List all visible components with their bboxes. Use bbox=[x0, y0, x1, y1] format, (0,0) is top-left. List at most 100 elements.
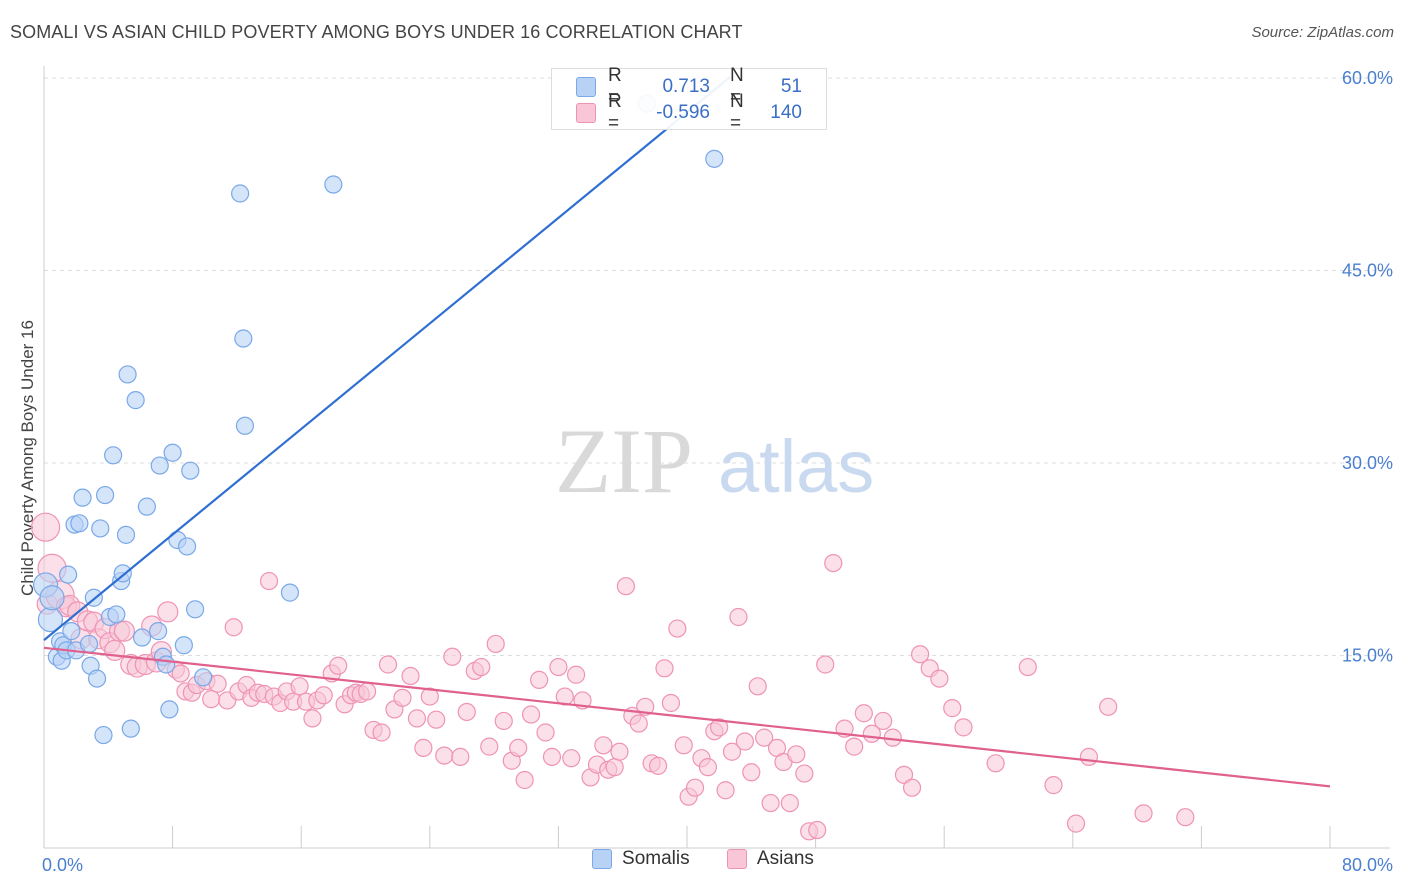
asian-trend-line bbox=[43, 646, 1331, 788]
asian-point bbox=[521, 705, 541, 724]
somali-point bbox=[132, 628, 152, 647]
somali-point bbox=[150, 456, 169, 475]
somalis-swatch bbox=[576, 77, 596, 97]
asian-point bbox=[780, 793, 799, 813]
asian-point bbox=[787, 745, 806, 764]
asian-point bbox=[761, 793, 780, 813]
asian-point bbox=[414, 738, 433, 758]
asian-point bbox=[486, 634, 505, 654]
asian-point bbox=[562, 749, 581, 768]
somali-point bbox=[163, 443, 182, 462]
asian-point bbox=[224, 618, 243, 637]
somali-point bbox=[235, 416, 255, 435]
y-tick-label: 45.0% bbox=[1342, 261, 1393, 281]
asian-point bbox=[378, 655, 398, 674]
somali-point bbox=[280, 583, 300, 602]
somali-point bbox=[91, 519, 110, 538]
somalis-r-label: R = bbox=[608, 65, 622, 108]
somalis-n-label: N = bbox=[730, 65, 744, 108]
asian-point bbox=[1079, 747, 1098, 766]
asian-point bbox=[930, 669, 949, 688]
asian-point bbox=[1176, 808, 1195, 827]
somali-point bbox=[70, 514, 89, 533]
asian-point bbox=[171, 664, 190, 683]
somali-point bbox=[79, 634, 99, 654]
asians-r-label: R = bbox=[608, 91, 622, 134]
asian-point bbox=[894, 765, 914, 784]
somali-point bbox=[174, 636, 193, 655]
asian-point bbox=[795, 764, 814, 783]
asian-point bbox=[393, 688, 412, 707]
asian-point bbox=[536, 723, 555, 742]
asian-point bbox=[729, 607, 748, 627]
somali-point bbox=[157, 655, 176, 674]
asian-point bbox=[816, 655, 835, 674]
asian-point bbox=[157, 601, 179, 623]
somali-point bbox=[160, 700, 179, 719]
somali-point bbox=[705, 149, 724, 168]
somalis-r-value: 0.713 bbox=[662, 76, 710, 97]
asian-point bbox=[1018, 657, 1037, 677]
asian-point bbox=[555, 687, 574, 706]
somali-point bbox=[118, 365, 137, 384]
asian-point bbox=[629, 714, 648, 733]
correlation-legend: R = 0.713 N = 51 R = -0.596 N = 140 bbox=[551, 65, 827, 134]
asian-point bbox=[845, 737, 864, 756]
asian-point bbox=[748, 677, 767, 696]
somali-point bbox=[181, 461, 200, 480]
watermark-atlas: atlas bbox=[718, 425, 874, 508]
asian-point bbox=[457, 702, 476, 722]
somali-point bbox=[87, 669, 107, 688]
asian-point bbox=[259, 571, 279, 591]
asian-point bbox=[1044, 776, 1063, 795]
asian-point bbox=[329, 656, 348, 675]
asian-point bbox=[549, 657, 568, 677]
asian-point bbox=[698, 758, 717, 777]
somali-point bbox=[137, 497, 156, 516]
y-tick-label: 60.0% bbox=[1342, 68, 1393, 88]
asian-point bbox=[661, 693, 681, 713]
asian-point bbox=[594, 736, 613, 755]
asians-n-label: N = bbox=[730, 91, 744, 134]
asian-point bbox=[358, 682, 377, 701]
x-tick-label: 80.0% bbox=[1342, 855, 1393, 875]
asian-point bbox=[542, 747, 562, 766]
asian-point bbox=[986, 754, 1005, 773]
asian-point bbox=[314, 686, 333, 705]
asian-point bbox=[1134, 804, 1153, 823]
somalis-legend-label: Somalis bbox=[622, 848, 690, 869]
somali-points bbox=[33, 94, 724, 745]
somali-point bbox=[73, 488, 92, 507]
asian-point bbox=[854, 704, 873, 723]
somali-point bbox=[194, 668, 213, 687]
legend-item-asians[interactable]: Asians bbox=[726, 848, 814, 870]
somali-point bbox=[94, 725, 113, 745]
asians-legend-label: Asians bbox=[756, 848, 814, 869]
asian-point bbox=[1099, 697, 1118, 716]
asian-point bbox=[401, 666, 420, 686]
asian-point bbox=[808, 820, 827, 840]
series-legend: Somalis Asians bbox=[0, 848, 1406, 875]
asian-point bbox=[435, 746, 454, 765]
legend-item-somalis[interactable]: Somalis bbox=[592, 848, 690, 870]
chart-title: SOMALI VS ASIAN CHILD POVERTY AMONG BOYS… bbox=[10, 22, 743, 42]
asian-point bbox=[655, 659, 674, 678]
asian-point bbox=[710, 718, 729, 737]
source-label: Source: ZipAtlas.com bbox=[1251, 24, 1394, 41]
somalis-n-value: 51 bbox=[780, 76, 802, 97]
asian-point bbox=[31, 512, 61, 542]
asian-point bbox=[610, 742, 629, 761]
axes bbox=[43, 66, 1390, 849]
somali-point bbox=[126, 391, 145, 410]
asian-point bbox=[824, 553, 843, 573]
asian-point bbox=[954, 718, 973, 737]
asian-point bbox=[427, 710, 446, 729]
asian-point bbox=[566, 665, 586, 684]
asian-points bbox=[31, 512, 1195, 841]
asian-point bbox=[943, 699, 962, 718]
somali-point bbox=[39, 585, 65, 611]
asian-point bbox=[874, 711, 893, 731]
somali-point bbox=[104, 446, 123, 465]
asian-point bbox=[515, 770, 534, 790]
